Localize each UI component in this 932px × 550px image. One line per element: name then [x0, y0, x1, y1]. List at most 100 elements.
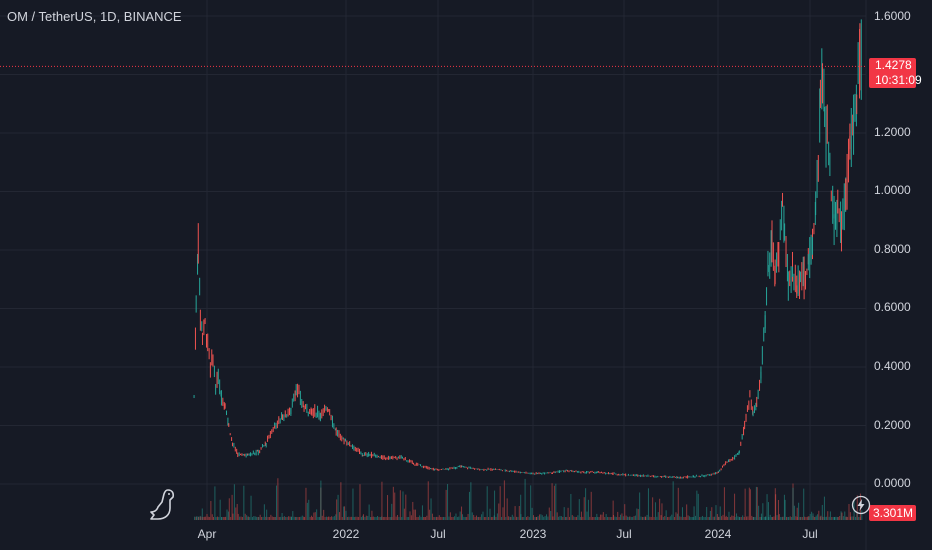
volume-bar	[416, 516, 418, 520]
volume-bar	[426, 515, 428, 520]
volume-bar	[289, 516, 291, 520]
volume-bar	[355, 516, 357, 520]
volume-bar	[832, 517, 834, 520]
volume-bar	[333, 516, 335, 520]
volume-bar	[775, 494, 777, 520]
volume-bar	[444, 516, 446, 520]
symbol-title[interactable]: OM / TetherUS, 1D, BINANCE	[7, 9, 182, 24]
volume-bar	[743, 517, 745, 520]
volume-bar	[280, 516, 282, 520]
volume-bar	[854, 516, 856, 520]
volume-bar	[241, 516, 243, 520]
volume-bar	[672, 481, 674, 520]
volume-bar	[632, 516, 634, 520]
volume-bar	[824, 516, 826, 520]
volume-bar	[760, 513, 762, 520]
volume-bar	[259, 514, 261, 520]
time-tick: Jul	[430, 527, 446, 541]
volume-bar	[769, 514, 771, 520]
volume-bar	[715, 505, 717, 520]
time-tick: Apr	[197, 527, 217, 541]
volume-bar	[749, 489, 751, 520]
volume-bar	[660, 515, 662, 520]
volume-bar	[448, 516, 450, 520]
volume-bar	[230, 517, 232, 520]
bar-countdown: 10:31:09	[875, 73, 922, 87]
volume-bar	[845, 516, 847, 520]
volume-bar	[217, 516, 219, 520]
volume-bar	[265, 516, 267, 520]
volume-bar	[671, 514, 673, 520]
volume-bars	[194, 478, 863, 520]
volume-bar	[195, 516, 197, 520]
volume-bar	[341, 516, 343, 520]
volume-value-tag: 3.301M	[869, 505, 916, 521]
volume-bar	[398, 516, 400, 520]
volume-bar	[652, 497, 654, 520]
volume-bar	[586, 511, 588, 520]
volume-bar	[621, 513, 623, 520]
volume-bar	[496, 513, 498, 520]
volume-bar	[236, 503, 238, 520]
volume-bar	[197, 516, 199, 520]
volume-bar	[316, 509, 318, 520]
volume-bar	[295, 516, 297, 520]
volume-bar	[304, 517, 306, 520]
volume-bar	[525, 516, 527, 520]
volume-bar	[406, 517, 408, 520]
volume-bar	[397, 514, 399, 520]
volume-bar	[490, 517, 492, 520]
volume-bar	[427, 481, 429, 520]
tradingview-dino-icon[interactable]	[148, 488, 178, 522]
volume-bar	[254, 516, 256, 520]
volume-bar	[796, 516, 798, 520]
volume-bar	[194, 516, 196, 520]
volume-bar	[580, 511, 582, 520]
volume-bar	[668, 516, 670, 520]
volume-bar	[281, 512, 283, 520]
volume-bar	[403, 508, 405, 520]
volume-bar	[567, 507, 569, 520]
volume-bar	[232, 513, 234, 520]
volume-bar	[826, 516, 828, 520]
volume-bar	[677, 487, 679, 520]
volume-bar	[303, 516, 305, 520]
volume-bar	[523, 516, 525, 520]
volume-bar	[798, 502, 800, 520]
volume-bar	[489, 508, 491, 520]
volume-bar	[821, 504, 823, 520]
volume-bar	[283, 516, 285, 520]
volume-bar	[819, 516, 821, 520]
volume-bar	[608, 516, 610, 520]
volume-bar	[560, 516, 562, 520]
volume-bar	[553, 485, 555, 520]
lightning-icon[interactable]	[851, 495, 871, 515]
time-tick: 2023	[519, 527, 547, 541]
volume-bar	[441, 516, 443, 520]
volume-bar	[841, 512, 843, 520]
volume-bar	[474, 516, 476, 520]
price-tick: 1.6000	[874, 9, 911, 23]
volume-bar	[674, 516, 676, 520]
volume-bar	[725, 515, 727, 520]
volume-bar	[251, 517, 253, 520]
volume-bar	[285, 516, 287, 520]
volume-bar	[263, 504, 265, 520]
volume-bar	[530, 485, 532, 520]
volume-bar	[694, 515, 696, 520]
volume-bar	[270, 514, 272, 520]
volume-bar	[429, 509, 431, 520]
volume-bar	[630, 516, 632, 520]
volume-bar	[521, 516, 523, 520]
volume-bar	[363, 514, 365, 520]
volume-bar	[565, 517, 567, 520]
volume-bar	[585, 488, 587, 520]
volume-bar	[647, 488, 649, 520]
volume-bar	[325, 516, 327, 520]
volume-bar	[637, 509, 639, 520]
price-tick: 0.2000	[874, 418, 911, 432]
candles	[193, 19, 862, 479]
volume-bar	[352, 488, 354, 520]
volume-bar	[475, 515, 477, 520]
